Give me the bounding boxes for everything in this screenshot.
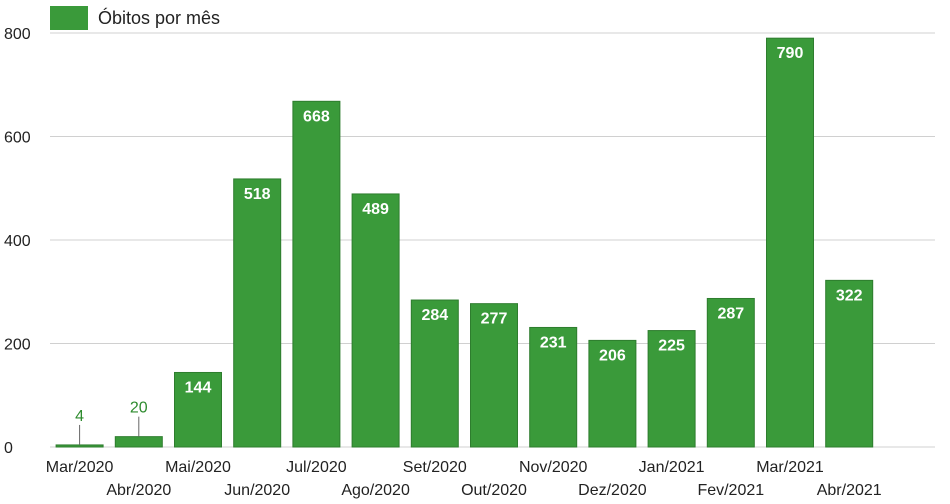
data-label: 322	[836, 287, 863, 304]
data-label: 277	[481, 311, 508, 328]
bar	[114, 436, 163, 448]
bar	[410, 299, 459, 448]
x-tick-label: Dez/2020	[578, 482, 647, 499]
x-tick-label: Ago/2020	[341, 482, 410, 499]
bar	[174, 371, 222, 448]
data-label: 206	[599, 347, 626, 364]
legend-swatch	[50, 6, 88, 30]
bar	[351, 193, 400, 448]
bar	[825, 279, 874, 448]
bar	[766, 37, 814, 448]
data-label: 287	[717, 305, 744, 322]
x-tick-label: Abr/2020	[106, 482, 171, 499]
y-tick-label: 800	[4, 26, 31, 43]
bar	[588, 339, 637, 448]
y-axis-ticks: 0 200 400 600 800	[4, 26, 31, 457]
y-tick-label: 600	[4, 130, 31, 147]
x-tick-label: Set/2020	[403, 459, 467, 476]
data-label: 284	[421, 307, 448, 324]
bar	[55, 444, 104, 448]
x-axis-ticks: Mar/2020 Abr/2020 Mai/2020 Jun/2020 Jul/2020…	[46, 459, 882, 499]
bar	[529, 326, 578, 448]
data-label: 20	[130, 400, 148, 417]
x-tick-label: Jul/2020	[286, 459, 347, 476]
y-tick-label: 0	[4, 440, 13, 457]
x-tick-label: Mai/2020	[165, 459, 231, 476]
bar	[233, 178, 282, 448]
bar	[470, 303, 518, 448]
x-tick-label: Nov/2020	[519, 459, 588, 476]
data-label: 231	[540, 334, 567, 351]
data-label: 144	[185, 379, 212, 396]
bars: 4 20 144 518 668 489 284 277 231 206 225 287 790 322	[55, 37, 874, 448]
x-tick-label: Jun/2020	[224, 482, 290, 499]
bar	[706, 297, 755, 448]
x-tick-label: Out/2020	[461, 482, 527, 499]
x-tick-label: Fev/2021	[697, 482, 764, 499]
x-tick-label: Mar/2020	[46, 459, 114, 476]
x-tick-label: Abr/2021	[817, 482, 882, 499]
data-label: 4	[75, 408, 84, 425]
x-tick-label: Mar/2021	[756, 459, 824, 476]
data-label: 790	[777, 45, 804, 62]
x-tick-label: Jan/2021	[639, 459, 705, 476]
y-tick-label: 200	[4, 337, 31, 354]
legend-label: Óbitos por mês	[98, 7, 220, 28]
bar	[292, 100, 341, 448]
data-label: 225	[658, 338, 685, 355]
data-label: 489	[362, 201, 389, 218]
data-label: 518	[244, 186, 271, 203]
bar	[647, 330, 696, 448]
y-tick-label: 400	[4, 233, 31, 250]
data-label: 668	[303, 108, 330, 125]
